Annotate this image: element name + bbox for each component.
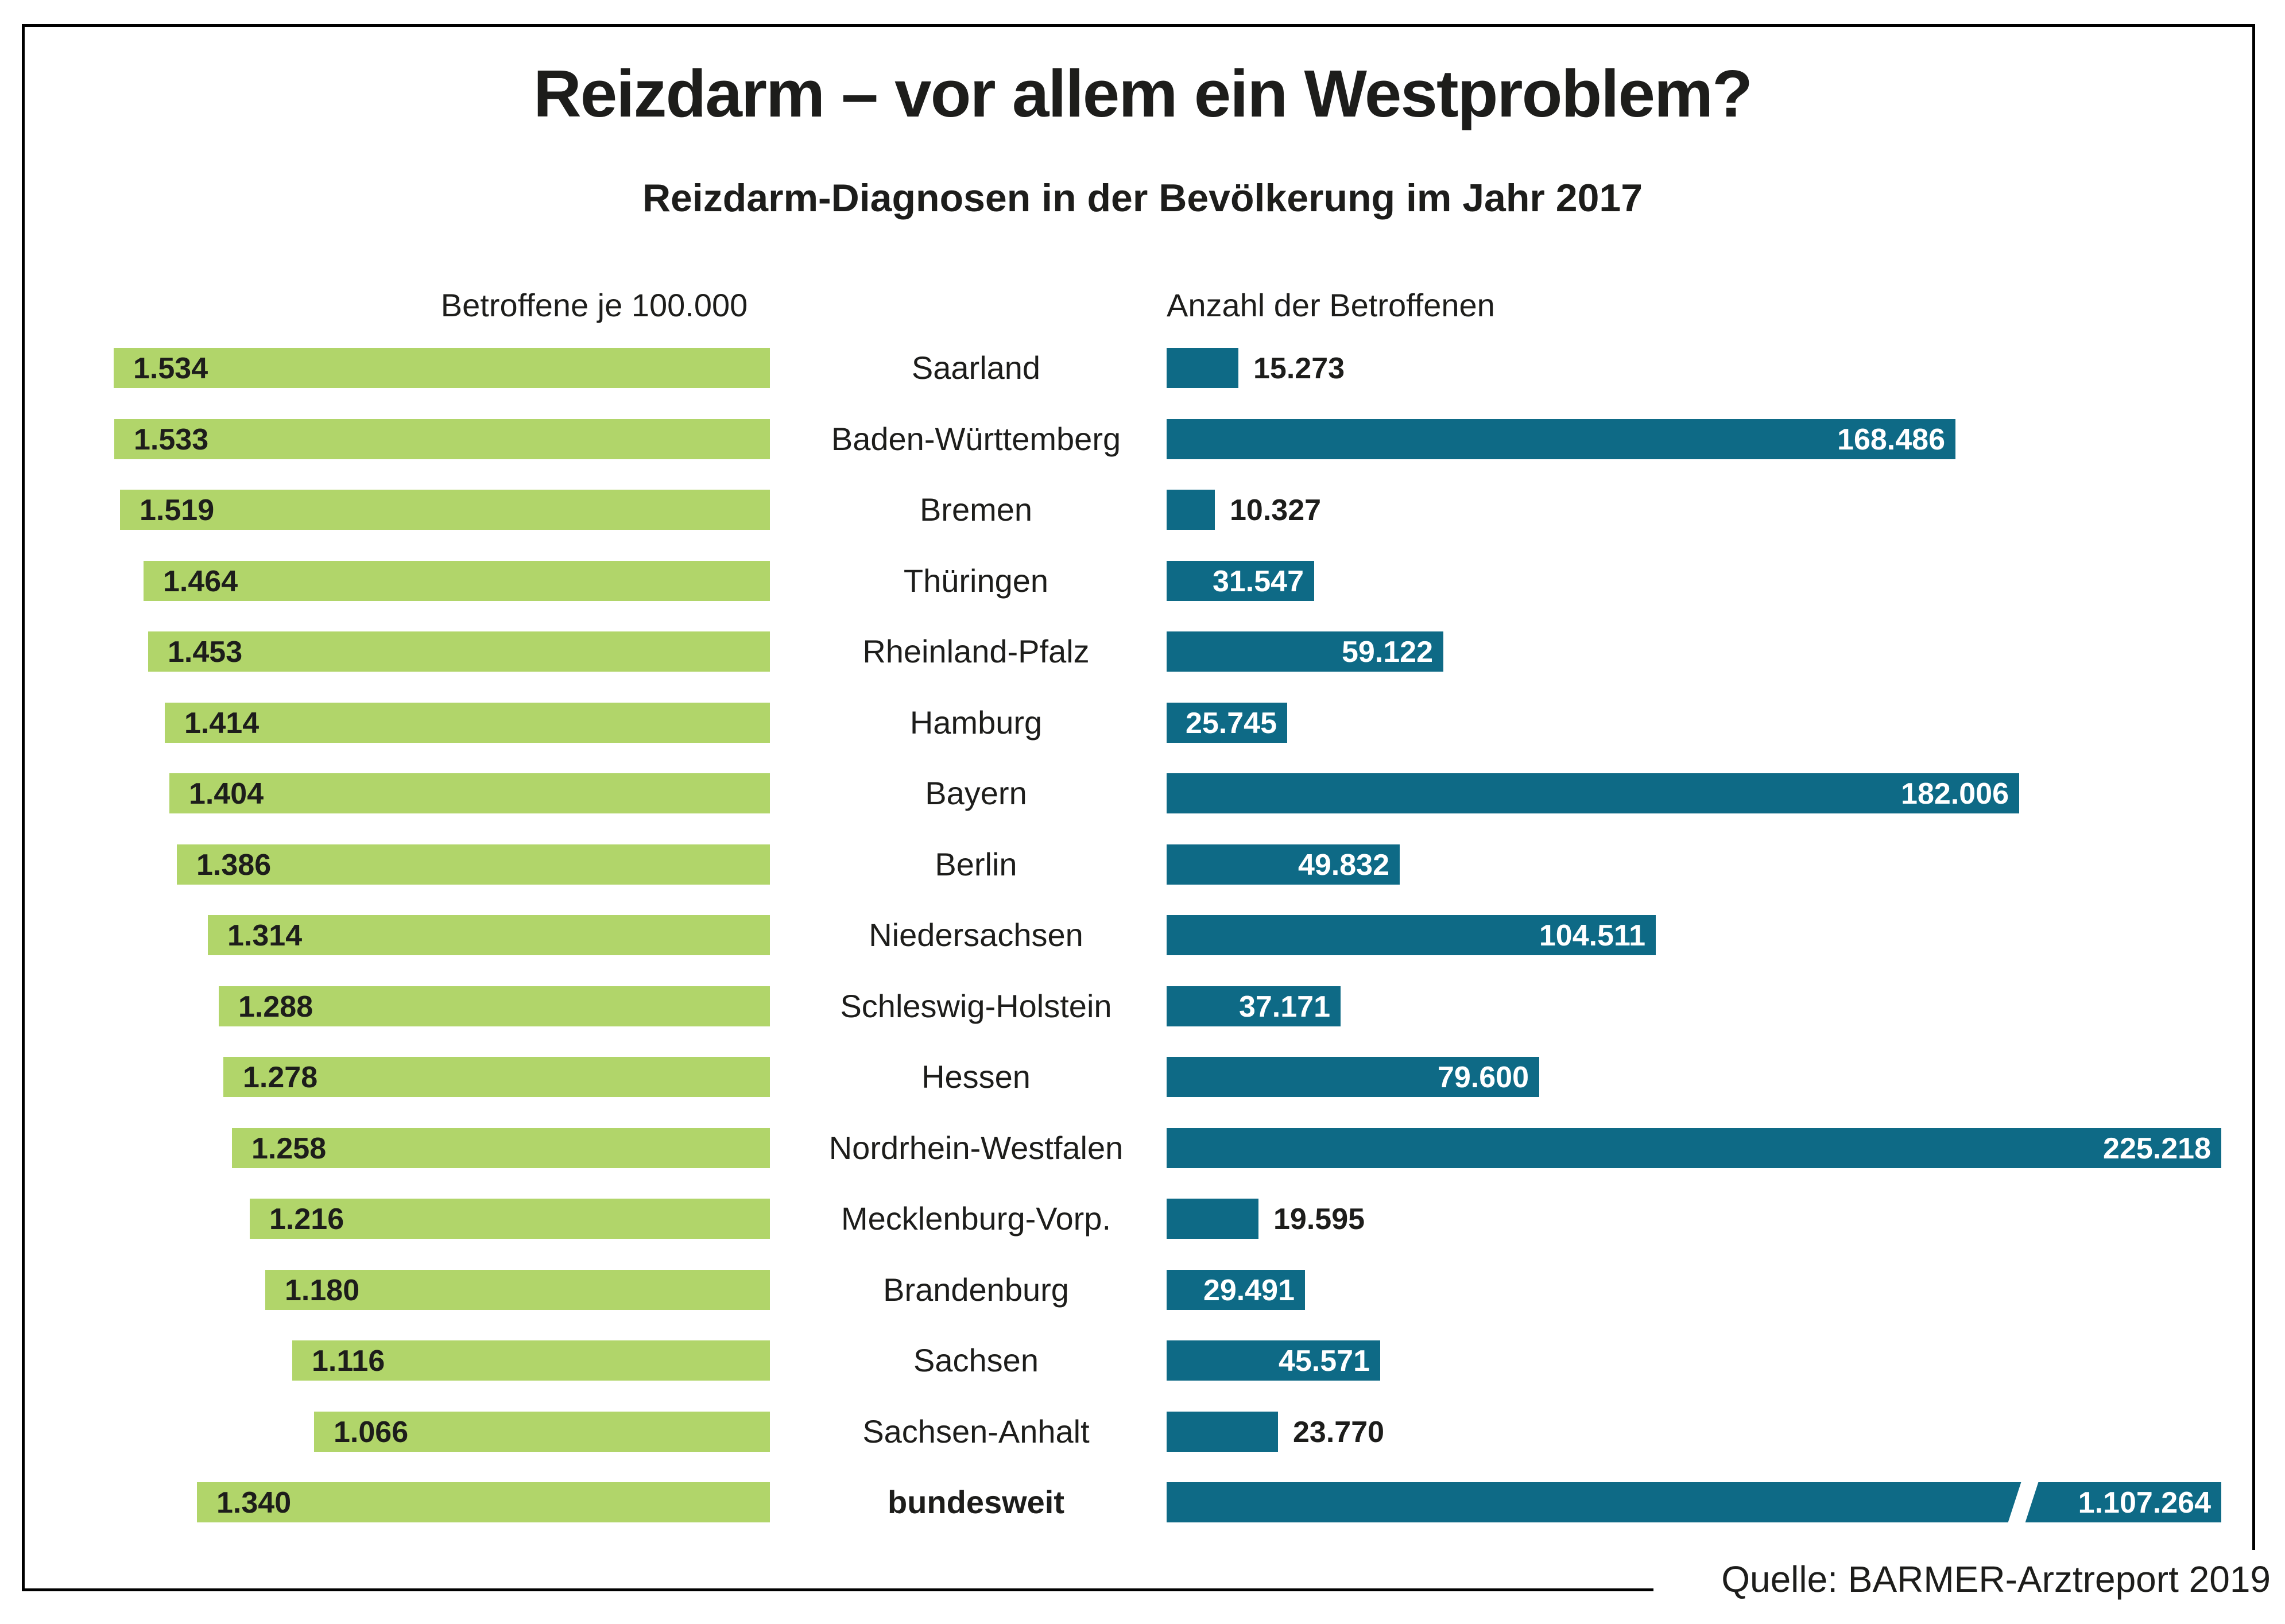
total-value: 10.327 [1230,494,1322,527]
per-100k-bar: 1.288 [219,986,770,1026]
per-100k-bar: 1.414 [165,703,770,743]
per-100k-value: 1.288 [238,990,313,1024]
total-bar: 225.218 [1167,1128,2221,1168]
per-100k-value: 1.404 [189,777,264,811]
left-column-header: Betroffene je 100.000 [440,287,748,323]
total-value: 37.171 [1238,990,1330,1024]
category-label: Schleswig-Holstein [840,988,1112,1024]
per-100k-value: 1.116 [312,1344,385,1378]
total-bar: 59.122 [1167,631,1443,672]
per-100k-value: 1.534 [133,352,208,385]
per-100k-value: 1.414 [184,707,260,740]
page-title: Reizdarm – vor allem ein Westproblem? [533,56,1753,131]
per-100k-value: 1.533 [134,423,209,456]
per-100k-bar: 1.519 [120,490,770,530]
total-value: 31.547 [1212,565,1304,598]
total-bar: 1.107.264 [1167,1481,2221,1524]
category-label: bundesweit [887,1484,1065,1520]
category-label: Mecklenburg-Vorp. [841,1200,1111,1237]
total-value: 15.273 [1253,352,1345,385]
per-100k-bar: 1.314 [208,915,770,955]
border-gap-patch [1653,1550,2285,1613]
per-100k-bar: 1.216 [250,1199,770,1239]
per-100k-bar: 1.386 [177,844,770,885]
total-value: 25.745 [1185,707,1277,740]
per-100k-bar: 1.066 [314,1412,770,1452]
per-100k-bar: 1.278 [223,1057,770,1097]
total-bar: 25.745 [1167,703,1287,743]
total-bar: 29.491 [1167,1270,1305,1310]
category-label: Brandenburg [883,1272,1069,1308]
category-label: Nordrhein-Westfalen [828,1130,1124,1166]
category-label: Baden-Württemberg [831,421,1121,457]
category-label: Bremen [919,491,1033,528]
source-credit: Quelle: BARMER-Arztreport 2019 [1721,1559,2271,1600]
total-bar: 168.486 [1167,419,1955,459]
per-100k-bar: 1.180 [265,1270,770,1310]
per-100k-value: 1.066 [334,1416,409,1449]
per-100k-value: 1.278 [243,1061,318,1094]
category-label: Niedersachsen [869,917,1083,953]
total-value: 182.006 [1901,777,2009,811]
per-100k-value: 1.314 [227,919,303,952]
total-bar [1167,1199,1258,1239]
total-value: 104.511 [1539,919,1645,952]
total-value: 79.600 [1437,1061,1529,1094]
axis-break-slash [2007,1481,2039,1524]
category-label: Hamburg [909,704,1043,741]
per-100k-bar: 1.258 [232,1128,770,1168]
total-bar: 45.571 [1167,1340,1380,1381]
per-100k-value: 1.258 [251,1132,327,1165]
total-value: 23.770 [1293,1416,1385,1449]
category-label: Sachsen-Anhalt [862,1413,1090,1449]
per-100k-value: 1.464 [163,565,238,598]
total-value: 59.122 [1341,635,1433,669]
per-100k-value: 1.386 [196,848,272,882]
per-100k-bar: 1.453 [148,631,770,672]
total-value: 225.218 [2103,1132,2211,1165]
category-label: Saarland [911,350,1041,386]
per-100k-value: 1.340 [216,1486,292,1520]
per-100k-bar: 1.464 [144,561,770,601]
per-100k-value: 1.180 [285,1274,360,1307]
total-value: 19.595 [1273,1203,1365,1236]
total-bar: 182.006 [1167,773,2019,813]
category-label: Thüringen [903,563,1049,599]
per-100k-bar: 1.404 [169,773,770,813]
per-100k-value: 1.216 [269,1203,344,1236]
total-value: 45.571 [1278,1344,1370,1378]
total-value: 168.486 [1837,423,1945,456]
per-100k-bar: 1.340 [197,1482,770,1522]
category-label: Hessen [921,1059,1031,1095]
total-bar: 104.511 [1167,915,1656,955]
total-bar: 37.171 [1167,986,1341,1026]
total-bar: 79.600 [1167,1057,1539,1097]
total-bar [1167,490,1215,530]
total-value: 1.107.264 [2078,1486,2211,1520]
category-label: Berlin [935,846,1017,882]
per-100k-value: 1.519 [140,494,215,527]
total-bar: 49.832 [1167,844,1400,885]
total-value: 49.832 [1298,848,1389,882]
total-value: 29.491 [1203,1274,1295,1307]
total-bar [1167,348,1238,388]
right-column-header: Anzahl der Betroffenen [1167,287,1495,323]
per-100k-bar: 1.534 [114,348,770,388]
category-label: Bayern [925,775,1027,811]
category-label: Sachsen [913,1342,1039,1378]
chart-border-frame [22,24,2255,1591]
per-100k-bar: 1.533 [114,419,770,459]
total-bar: 31.547 [1167,561,1314,601]
per-100k-value: 1.453 [168,635,243,669]
category-label: Rheinland-Pfalz [862,633,1090,669]
chart-subtitle: Reizdarm-Diagnosen in der Bevölkerung im… [642,176,1643,220]
total-bar [1167,1412,1278,1452]
per-100k-bar: 1.116 [292,1340,770,1381]
